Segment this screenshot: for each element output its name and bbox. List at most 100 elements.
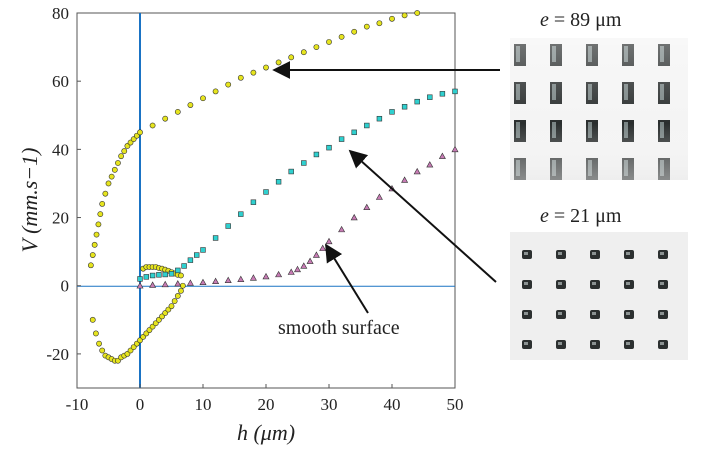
data-point — [95, 221, 102, 228]
data-point — [149, 122, 156, 129]
data-point — [263, 64, 269, 71]
y-axis-label: V (mm.s−1) — [17, 148, 42, 253]
photo-e89-label: e = 89 μm — [540, 9, 622, 31]
x-tick-label: 50 — [447, 395, 464, 414]
data-point — [115, 160, 121, 166]
data-point — [293, 265, 302, 273]
data-point — [225, 81, 232, 88]
x-tick-label: 40 — [384, 395, 401, 414]
data-point — [287, 268, 295, 275]
data-point — [275, 59, 282, 66]
data-point — [194, 252, 200, 258]
data-point — [102, 190, 109, 197]
data-point — [91, 241, 98, 248]
data-point — [389, 109, 395, 115]
data-point — [413, 167, 421, 175]
data-point — [137, 276, 143, 282]
data-point — [168, 271, 175, 277]
data-point — [118, 153, 124, 160]
data-point — [111, 166, 118, 173]
data-point — [212, 277, 220, 284]
data-point — [438, 152, 446, 159]
data-point — [143, 274, 149, 280]
data-point — [178, 287, 184, 294]
data-point — [426, 161, 434, 168]
data-point — [186, 279, 194, 286]
series-layer — [87, 10, 459, 364]
data-point — [179, 282, 186, 289]
data-point — [288, 54, 295, 61]
series-smooth — [136, 145, 459, 289]
data-point — [96, 340, 102, 347]
data-point — [288, 168, 294, 175]
data-point — [275, 179, 282, 185]
data-point — [401, 104, 408, 110]
photo-e21-label: e = 21 μm — [540, 205, 622, 227]
data-point — [105, 180, 112, 187]
data-point — [161, 280, 169, 288]
data-point — [137, 129, 143, 136]
data-point — [175, 267, 181, 274]
data-point — [93, 330, 99, 337]
data-point — [168, 303, 175, 310]
data-point — [224, 276, 232, 283]
data-point — [363, 23, 370, 30]
data-point — [249, 274, 257, 281]
data-point — [350, 213, 358, 221]
data-point — [319, 244, 327, 251]
x-axis-label: h (μm) — [237, 420, 295, 445]
x-tick-label: 20 — [258, 395, 275, 414]
data-point — [225, 223, 231, 229]
x-tick-label: 0 — [136, 395, 145, 414]
data-point — [363, 203, 371, 211]
series-e89 — [87, 10, 421, 364]
data-point — [351, 129, 357, 136]
data-point — [93, 231, 100, 238]
data-point — [313, 44, 320, 50]
data-point — [174, 108, 181, 115]
data-point — [263, 189, 269, 195]
data-point — [313, 151, 320, 158]
data-point — [187, 102, 194, 108]
data-point — [250, 69, 257, 76]
data-point — [200, 95, 206, 102]
data-point — [99, 201, 106, 207]
data-point — [238, 211, 244, 217]
data-point — [376, 115, 383, 122]
data-point — [326, 144, 332, 151]
data-point — [451, 145, 459, 153]
data-point — [97, 211, 104, 218]
data-point — [187, 257, 194, 263]
y-tick-label: 40 — [52, 140, 69, 159]
data-point — [174, 280, 182, 287]
data-point — [300, 49, 307, 56]
x-tick-label: -10 — [66, 395, 89, 414]
data-point — [121, 148, 128, 154]
data-point — [275, 270, 283, 278]
data-point — [401, 12, 408, 19]
data-point — [414, 98, 420, 105]
y-tick-label: 20 — [52, 209, 69, 228]
data-point — [171, 298, 178, 304]
data-point — [156, 272, 162, 278]
data-point — [338, 136, 345, 142]
y-tick-label: 60 — [52, 72, 69, 91]
data-point — [414, 10, 421, 16]
series-e21 — [137, 88, 458, 282]
data-point — [364, 122, 370, 129]
x-tick-label: 30 — [321, 395, 338, 414]
photo-e21-image — [510, 232, 688, 360]
data-point — [108, 173, 115, 180]
data-point — [325, 237, 333, 245]
photo-e21: e = 21 μm — [510, 205, 688, 360]
smooth-surface-arrow — [325, 243, 369, 314]
data-point — [162, 271, 168, 278]
data-point — [212, 235, 219, 241]
data-point — [199, 278, 207, 286]
data-point — [312, 251, 320, 258]
data-point — [149, 272, 156, 279]
data-point — [250, 199, 257, 205]
data-point — [389, 15, 395, 22]
data-point — [174, 293, 181, 299]
